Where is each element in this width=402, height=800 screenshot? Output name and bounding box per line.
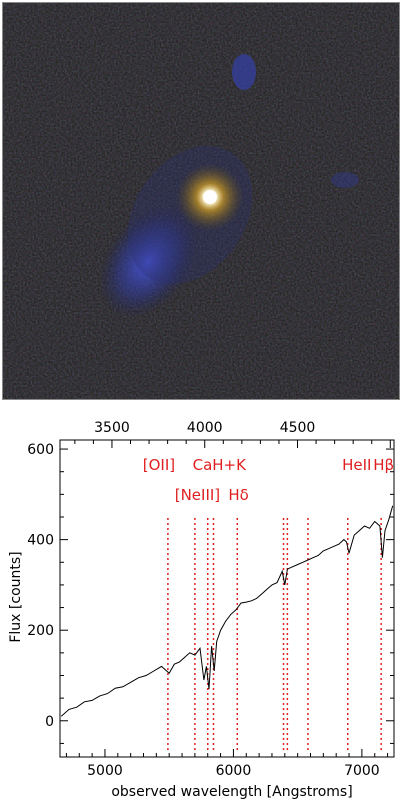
y-tick-label: 0 (45, 714, 54, 730)
emission-line-label: HeII (342, 456, 371, 474)
x-axis-title: observed wavelength [Angstroms] (111, 784, 352, 800)
faint-blue-source (331, 172, 359, 188)
small-blue-source (232, 54, 256, 90)
emission-line-label: Hβ (373, 456, 394, 474)
x-tick-label: 7000 (344, 763, 380, 779)
x-tick-label: 5000 (87, 763, 123, 779)
top-tick-label: 4500 (280, 420, 316, 436)
x-tick-label: 6000 (216, 763, 252, 779)
galaxy-image-panel (0, 0, 402, 402)
top-tick-label: 3500 (94, 420, 130, 436)
companion-galaxy-blob (98, 205, 198, 319)
y-tick-label: 600 (27, 442, 54, 458)
galaxy-image (2, 2, 400, 400)
emission-line-label: [NeIII] (175, 486, 220, 504)
galaxy-core (203, 190, 217, 204)
emission-line-label: [OII] (143, 456, 175, 474)
spectrum-chart: [OII] CaH+K HeII Hβ [NeIII] Hδ 5000 6000 7000 0 2… (8, 420, 395, 800)
image-frame (2, 2, 400, 400)
y-axis-title: Flux [counts] (8, 551, 24, 642)
spectrum-chart-panel: [OII] CaH+K HeII Hβ [NeIII] Hδ 5000 6000 7000 0 2… (0, 402, 402, 800)
y-tick-label: 400 (27, 533, 54, 549)
emission-line-label: CaH+K (193, 456, 248, 474)
spectrum-series-line (60, 505, 394, 717)
top-tick-label: 4000 (187, 420, 223, 436)
y-tick-label: 200 (27, 623, 54, 639)
plot-frame (59, 439, 395, 758)
emission-line-label: Hδ (228, 486, 248, 504)
